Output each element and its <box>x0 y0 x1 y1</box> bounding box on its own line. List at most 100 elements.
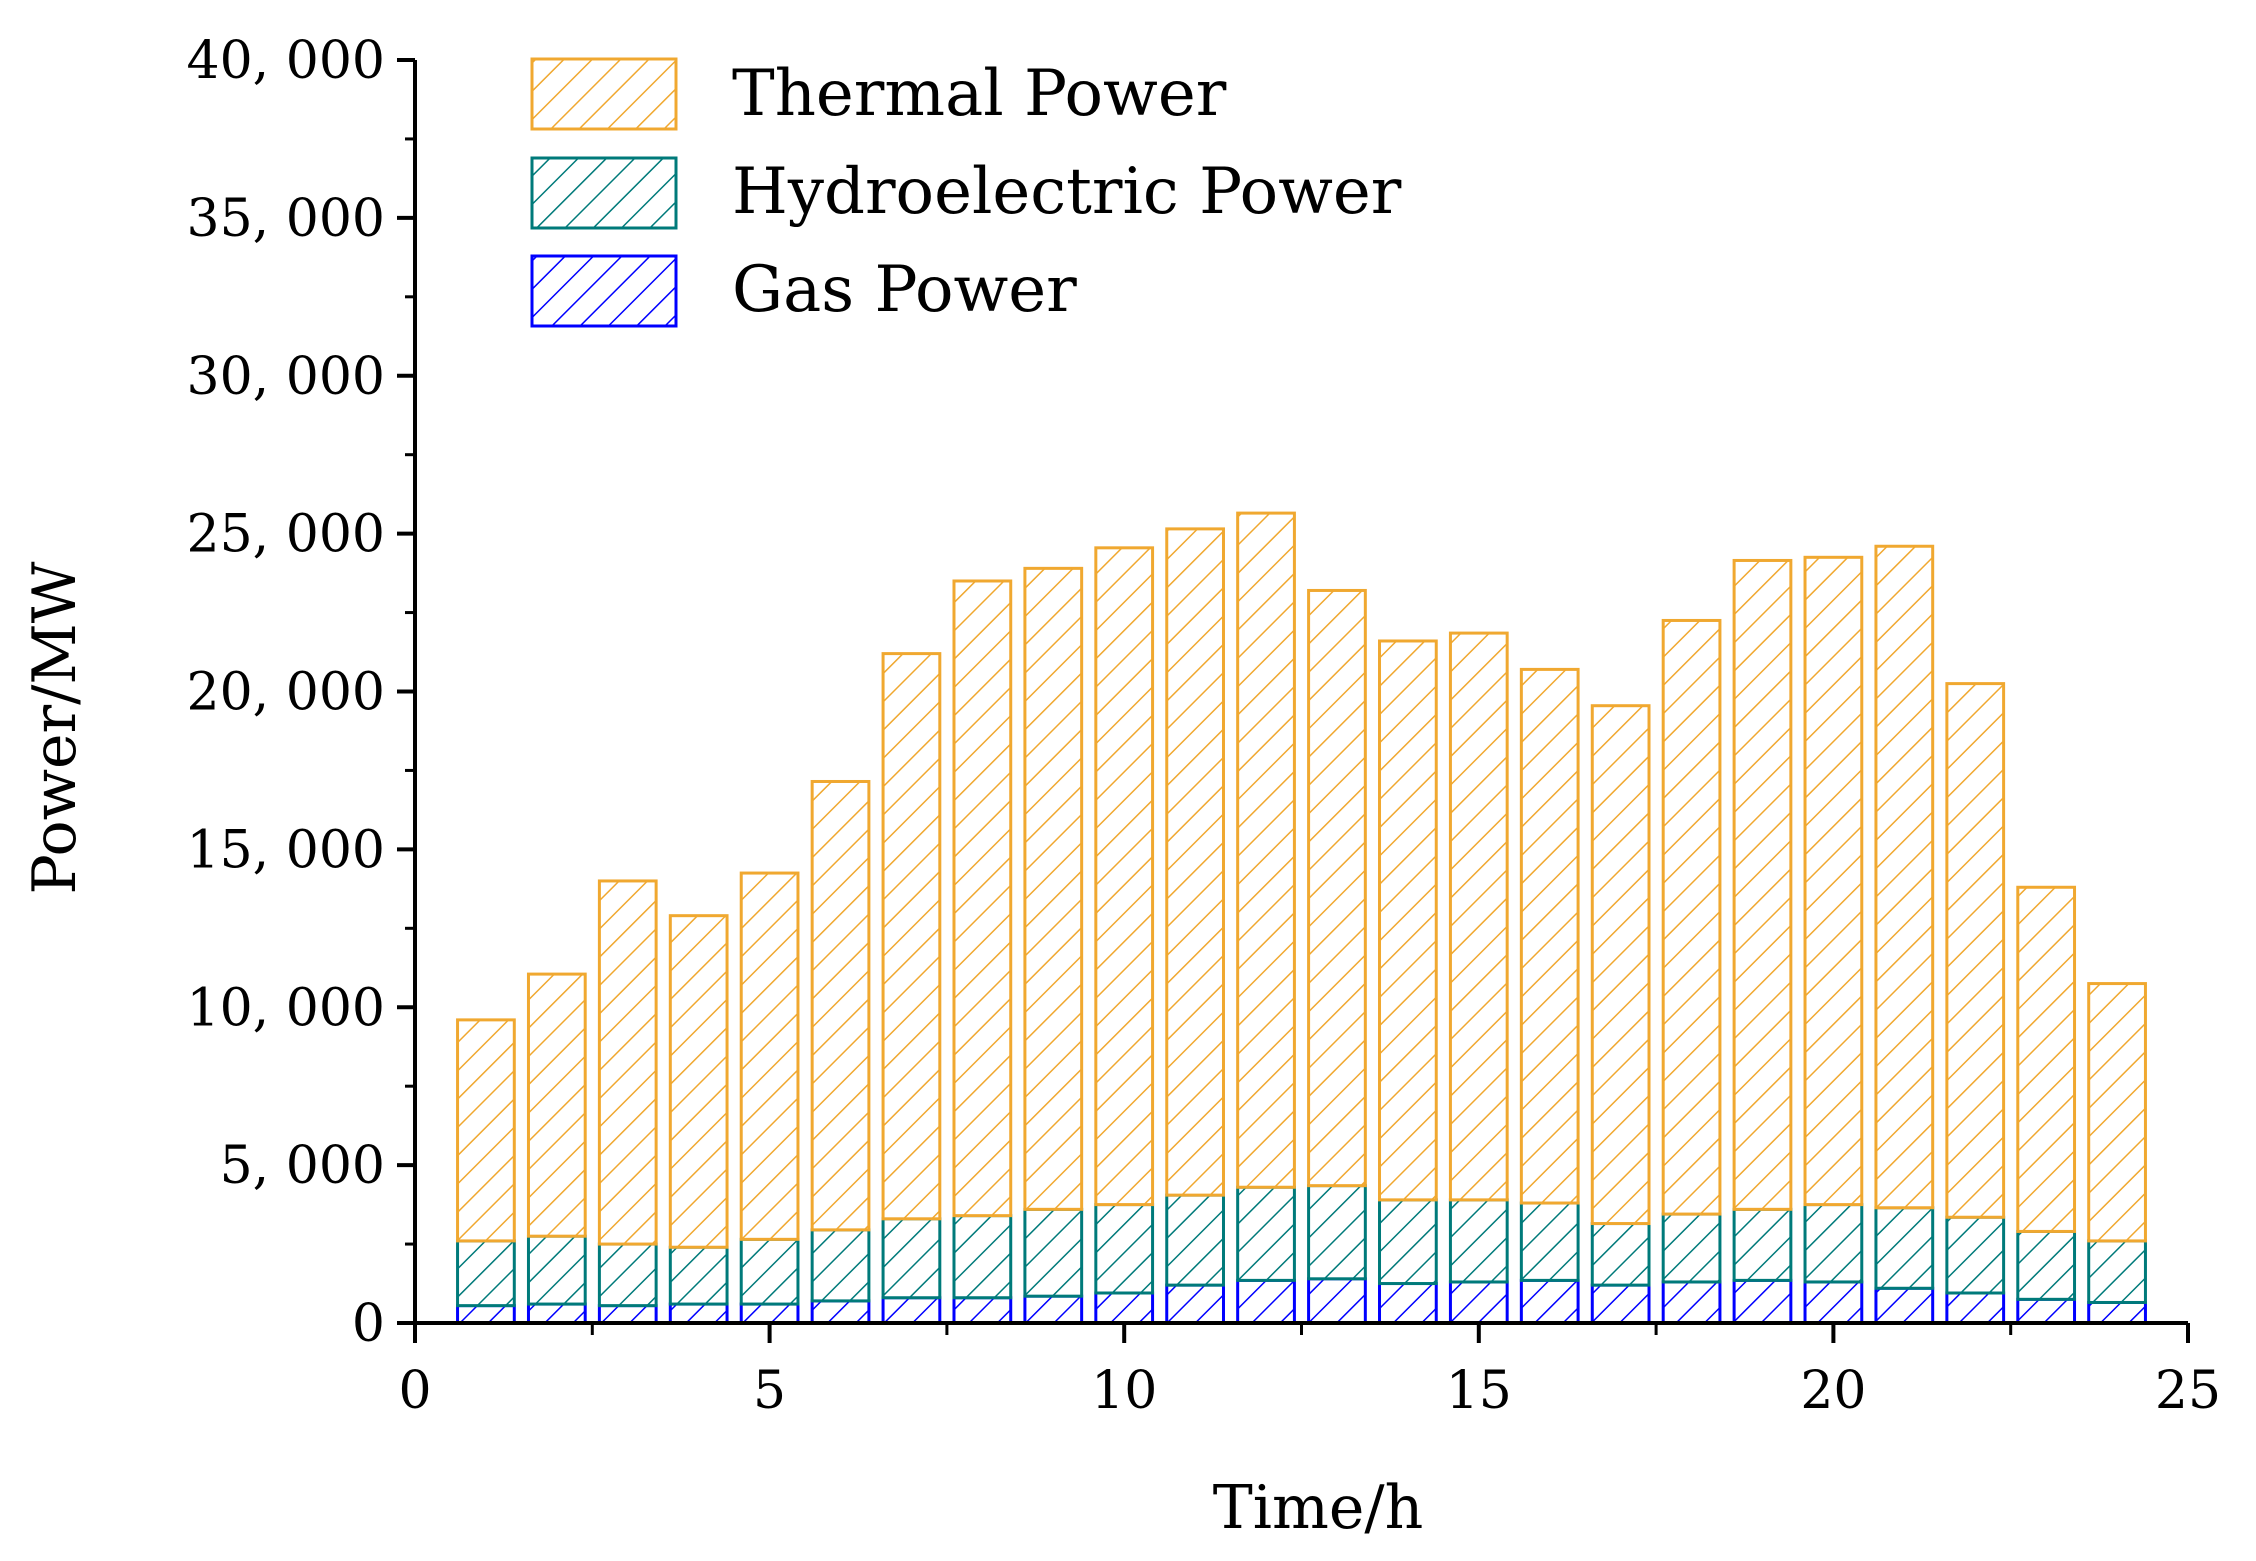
bar-gas-power-t20 <box>1803 1280 1864 1325</box>
bar-thermal-power-t5 <box>739 871 800 1241</box>
bar-thermal-power-t7 <box>881 652 942 1221</box>
bar-thermal-power-t24 <box>2087 982 2147 1243</box>
bar-thermal-power-t14 <box>1378 639 1438 1202</box>
bar-thermal-power-t3 <box>597 879 658 1246</box>
bar-gas-power-t3 <box>597 1304 658 1325</box>
bar-hydroelectric-power-t22 <box>1945 1215 2006 1295</box>
bar-gas-power-t2 <box>526 1302 587 1325</box>
bar-thermal-power-t15 <box>1448 631 1509 1202</box>
bar-hydroelectric-power-t21 <box>1874 1206 1935 1290</box>
bar-gas-power-t11 <box>1165 1283 1225 1325</box>
bar-thermal-power-t13 <box>1307 588 1367 1188</box>
bar-gas-power-t4 <box>668 1302 729 1325</box>
bar-thermal-power-t23 <box>2016 885 2077 1233</box>
bar-thermal-power-t9 <box>1023 566 1084 1211</box>
bar-gas-power-t17 <box>1590 1283 1651 1325</box>
y-tick-label: 35, 000 <box>187 189 385 249</box>
y-tick-label: 0 <box>352 1294 385 1354</box>
bar-hydroelectric-power-t9 <box>1023 1207 1084 1298</box>
y-tick-label: 30, 000 <box>187 347 385 407</box>
x-tick-label: 25 <box>2155 1361 2221 1421</box>
legend-label-gas-power: Gas Power <box>732 253 1077 327</box>
legend-swatch-gas-power <box>530 254 678 328</box>
bar-hydroelectric-power-t14 <box>1378 1198 1438 1286</box>
bar-thermal-power-t18 <box>1661 618 1722 1216</box>
bar-gas-power-t6 <box>810 1299 871 1325</box>
bar-hydroelectric-power-t11 <box>1165 1193 1225 1287</box>
bar-gas-power-t9 <box>1023 1294 1084 1325</box>
bar-hydroelectric-power-t24 <box>2087 1239 2147 1304</box>
legend-swatch-thermal-power <box>530 57 678 131</box>
bar-gas-power-t8 <box>952 1296 1013 1325</box>
bar-hydroelectric-power-t15 <box>1448 1198 1509 1284</box>
y-tick-label: 20, 000 <box>187 663 385 723</box>
y-axis-title: Power/MW <box>20 561 90 894</box>
bar-gas-power-t1 <box>456 1304 516 1325</box>
bar-hydroelectric-power-t6 <box>810 1228 871 1303</box>
bar-gas-power-t18 <box>1661 1280 1722 1325</box>
y-tick-label: 15, 000 <box>187 820 385 880</box>
y-tick-label: 40, 000 <box>187 31 385 91</box>
bar-hydroelectric-power-t19 <box>1732 1207 1793 1282</box>
bar-thermal-power-t10 <box>1094 546 1155 1207</box>
bar-hydroelectric-power-t18 <box>1661 1212 1722 1284</box>
bar-hydroelectric-power-t16 <box>1519 1201 1580 1282</box>
bar-gas-power-t24 <box>2087 1300 2147 1325</box>
bar-hydroelectric-power-t20 <box>1803 1203 1864 1284</box>
bar-hydroelectric-power-t1 <box>456 1239 516 1308</box>
bar-thermal-power-t22 <box>1945 682 2006 1219</box>
x-axis-title: Time/h <box>1213 1473 1423 1543</box>
bar-thermal-power-t19 <box>1732 558 1793 1211</box>
y-tick-label: 10, 000 <box>187 978 385 1038</box>
legend: Thermal Power Hydroelectric Power Gas Po… <box>530 57 1402 328</box>
y-tick-label: 25, 000 <box>187 505 385 565</box>
bar-gas-power-t14 <box>1378 1282 1438 1325</box>
bar-gas-power-t15 <box>1448 1280 1509 1325</box>
bar-gas-power-t21 <box>1874 1286 1935 1325</box>
x-tick-label: 5 <box>753 1361 786 1421</box>
bar-thermal-power-t8 <box>952 579 1013 1218</box>
legend-label-hydroelectric-power: Hydroelectric Power <box>732 155 1402 229</box>
bar-thermal-power-t4 <box>668 914 729 1249</box>
axes-group <box>397 58 2190 1343</box>
x-tick-label: 10 <box>1091 1361 1157 1421</box>
bar-thermal-power-t2 <box>526 972 587 1238</box>
bar-hydroelectric-power-t7 <box>881 1217 942 1300</box>
bar-thermal-power-t17 <box>1590 704 1651 1226</box>
bar-hydroelectric-power-t17 <box>1590 1222 1651 1287</box>
legend-swatch-hydroelectric-power <box>530 156 678 230</box>
bar-hydroelectric-power-t12 <box>1236 1185 1296 1282</box>
tick-labels-group: 0 5, 000 10, 000 15, 000 20, 000 25, 000 30, 0… <box>187 31 2222 1421</box>
bar-hydroelectric-power-t23 <box>2016 1229 2077 1301</box>
bar-thermal-power-t16 <box>1519 667 1580 1205</box>
bar-hydroelectric-power-t5 <box>739 1237 800 1306</box>
y-tick-label: 5, 000 <box>220 1136 385 1196</box>
x-tick-label: 20 <box>1800 1361 1866 1421</box>
bar-gas-power-t16 <box>1519 1278 1580 1325</box>
bar-thermal-power-t12 <box>1236 511 1296 1189</box>
bar-gas-power-t10 <box>1094 1291 1155 1325</box>
bar-series-group <box>456 511 2147 1325</box>
bar-thermal-power-t21 <box>1874 544 1935 1210</box>
bar-gas-power-t12 <box>1236 1278 1296 1325</box>
bar-hydroelectric-power-t10 <box>1094 1203 1155 1295</box>
x-tick-label: 0 <box>398 1361 431 1421</box>
bar-gas-power-t19 <box>1732 1278 1793 1325</box>
bar-thermal-power-t1 <box>456 1018 516 1243</box>
bar-hydroelectric-power-t8 <box>952 1214 1013 1300</box>
bar-gas-power-t22 <box>1945 1291 2006 1325</box>
legend-label-thermal-power: Thermal Power <box>732 57 1227 131</box>
bar-hydroelectric-power-t13 <box>1307 1184 1367 1281</box>
bar-thermal-power-t20 <box>1803 555 1864 1207</box>
bar-gas-power-t7 <box>881 1296 942 1325</box>
bar-gas-power-t23 <box>2016 1297 2077 1325</box>
bar-gas-power-t13 <box>1307 1277 1367 1325</box>
bar-hydroelectric-power-t2 <box>526 1234 587 1306</box>
bar-thermal-power-t11 <box>1165 527 1225 1197</box>
bar-hydroelectric-power-t3 <box>597 1242 658 1308</box>
x-tick-label: 15 <box>1446 1361 1512 1421</box>
bar-thermal-power-t6 <box>810 779 871 1232</box>
bar-gas-power-t5 <box>739 1302 800 1325</box>
bar-hydroelectric-power-t4 <box>668 1245 729 1306</box>
